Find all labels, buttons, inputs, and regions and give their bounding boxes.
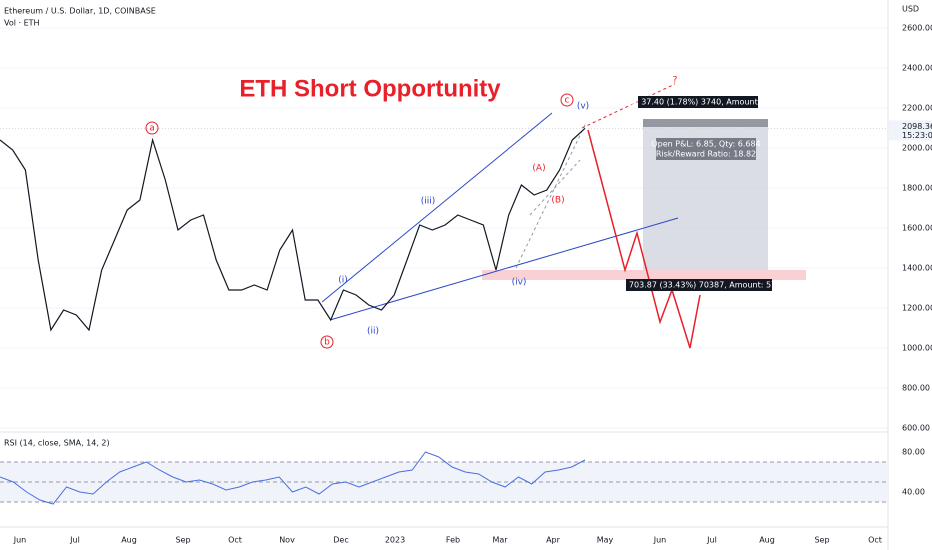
stop-label: Stop: 37.40 (1.78%) 3740, Amount: 750 [618,98,778,107]
wave-label: b [324,338,330,348]
last-price-label: 2098.36 [902,122,932,131]
y-tick-label: 1400.00 [902,264,932,273]
x-tick-label: May [597,536,614,545]
y-tick-label: 800.00 [902,384,930,393]
wave-label: (ii) [367,327,379,337]
y-tick-label: 2400.00 [902,64,932,73]
rr-label: Risk/Reward Ratio: 18.82 [656,150,756,159]
x-tick-label: Aug [759,536,775,545]
x-tick-label: Jul [706,536,717,545]
pnl-label: Open P&L: 6.85, Qty: 6.684 [651,140,760,149]
subwave-channel [515,124,586,269]
stop-label-box [638,96,758,108]
wave-label: c [565,96,570,106]
x-tick-label: Oct [228,536,242,545]
y-tick-label: 2600.00 [902,24,932,33]
projection-path [587,129,701,349]
wave-label: (B) [551,196,564,206]
channel-upper [321,112,553,303]
rsi-title: RSI (14, close, SMA, 14, 2) [4,439,110,448]
last-price-box [889,120,932,141]
x-tick-label: Apr [546,536,561,545]
target-label: Target: 703.87 (33.43%) 70387, Amount: 5… [598,281,799,290]
x-tick-label: Oct [868,536,882,545]
y-tick-label: 1000.00 [902,344,932,353]
y-tick-label: 1600.00 [902,224,932,233]
wave-label: (v) [577,102,589,112]
subwave-channel [529,159,581,216]
wave-label: a [149,124,155,134]
alt-projection [581,83,676,129]
x-tick-label: Dec [333,536,348,545]
wave-label: (i) [338,276,348,286]
rsi-tick-label: 40.00 [902,488,925,497]
rsi-line [0,451,586,505]
wave-label: (iv) [512,278,527,288]
wave-circle [320,335,334,349]
x-tick-label: Jul [69,536,80,545]
pnl-box [656,138,756,160]
x-tick-label: Jun [13,536,27,545]
y-tick-label: 600.00 [902,424,930,433]
target-label-box [626,279,772,291]
wave-label: (iii) [421,197,436,207]
x-tick-label: 2023 [385,536,405,545]
wave-label: (A) [532,164,545,174]
wave-circle [145,121,159,135]
price-line [0,127,586,332]
subheader: Vol · ETH [4,19,40,28]
stop-zone [643,119,768,127]
x-tick-label: Mar [492,536,508,545]
x-tick-label: Sep [814,536,829,545]
timer-label: 15:23:08 [902,131,932,140]
x-tick-label: Jun [653,536,667,545]
currency: USD [902,5,919,14]
rsi-tick-label: 80.00 [902,448,925,457]
y-tick-label: 1200.00 [902,304,932,313]
header: Ethereum / U.S. Dollar, 1D, COINBASE [4,7,156,16]
chart-title: ETH Short Opportunity [239,75,501,102]
y-tick-label: 2200.00 [902,104,932,113]
x-tick-label: Aug [121,536,137,545]
y-tick-label: 2000.00 [902,144,932,153]
x-tick-label: Sep [175,536,190,545]
wave-circle [560,93,574,107]
y-tick-label: 1800.00 [902,184,932,193]
x-tick-label: Feb [446,536,460,545]
supply-zone [482,270,806,280]
wave-label: ? [673,76,678,86]
x-tick-label: Nov [279,536,295,545]
